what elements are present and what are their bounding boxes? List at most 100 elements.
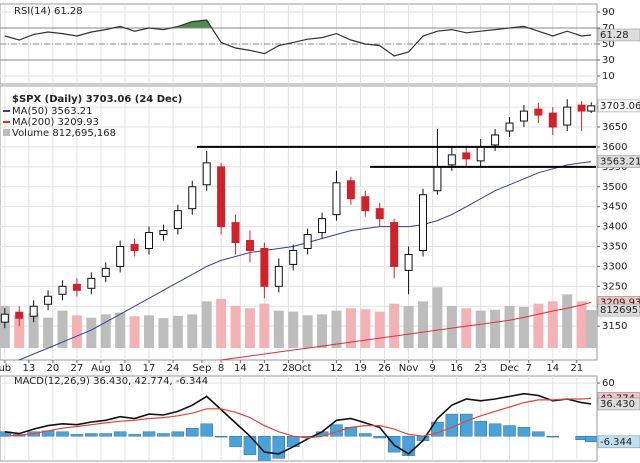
legend-swatch bbox=[3, 129, 10, 136]
candle-body bbox=[145, 232, 154, 249]
macd-histogram-bar bbox=[186, 427, 199, 437]
macd-histogram-bar bbox=[243, 435, 257, 456]
x-tick-label: 24 bbox=[167, 363, 180, 374]
y-tick-label: 30 bbox=[602, 55, 615, 66]
volume-bar bbox=[446, 306, 457, 348]
volume-bar bbox=[100, 314, 111, 348]
candle-body bbox=[29, 305, 38, 317]
candle-body bbox=[116, 245, 125, 267]
candle-body bbox=[260, 247, 269, 287]
x-tick-label: 12 bbox=[330, 363, 343, 374]
volume-bar bbox=[586, 310, 597, 348]
macd-histogram-bar bbox=[99, 433, 112, 437]
volume-bar bbox=[432, 287, 443, 348]
volume-bar bbox=[259, 303, 270, 348]
candle-body bbox=[289, 249, 298, 265]
macd-histogram-bar bbox=[402, 435, 415, 456]
candle-body bbox=[476, 146, 485, 162]
volume-bar bbox=[389, 303, 400, 348]
volume-bar bbox=[403, 306, 414, 348]
y-tick-label: 3600 bbox=[602, 142, 627, 153]
volume-bar bbox=[302, 315, 313, 348]
candle-body bbox=[173, 210, 182, 230]
candle-body bbox=[332, 182, 341, 216]
x-tick-label: 14 bbox=[546, 363, 559, 374]
volume-bar bbox=[115, 312, 126, 348]
x-tick-label: ub bbox=[0, 363, 11, 374]
volume-bar bbox=[129, 316, 140, 348]
volume-bar bbox=[504, 306, 515, 348]
x-tick-label: 7 bbox=[526, 363, 532, 374]
volume-bar bbox=[244, 308, 255, 348]
macd-histogram-bar bbox=[546, 435, 560, 438]
y-tick-label: 3300 bbox=[602, 261, 627, 272]
end-label: -6.344 bbox=[600, 437, 632, 448]
candle-body bbox=[231, 222, 240, 244]
macd-histogram-bar bbox=[70, 434, 84, 437]
volume-bar bbox=[28, 313, 39, 348]
x-tick-label: Dec bbox=[500, 363, 519, 374]
y-tick-label: 3650 bbox=[602, 122, 627, 133]
macd-histogram-bar bbox=[214, 435, 228, 438]
end-label-box bbox=[597, 435, 640, 449]
y-tick-label: 90 bbox=[602, 7, 615, 18]
volume-bar bbox=[158, 318, 169, 348]
end-label: 8126951 bbox=[600, 305, 640, 316]
x-tick-label: 20 bbox=[47, 363, 60, 374]
macd-histogram-bar bbox=[517, 427, 531, 437]
macd-line bbox=[4, 392, 592, 455]
end-label: 3563.21 bbox=[600, 157, 640, 168]
volume-bar bbox=[461, 308, 472, 348]
volume-bar bbox=[547, 301, 558, 348]
volume-bar bbox=[71, 315, 82, 348]
candle-body bbox=[318, 218, 327, 234]
macd-histogram-bar bbox=[56, 431, 69, 437]
y-tick-label: 3450 bbox=[602, 202, 627, 213]
candle-body bbox=[563, 106, 572, 126]
macd-line bbox=[4, 397, 592, 439]
macd-histogram-bar bbox=[157, 433, 170, 437]
volume-bar bbox=[533, 303, 544, 348]
volume-bar bbox=[576, 301, 587, 348]
candle-body bbox=[404, 253, 413, 271]
x-tick-label: Nov bbox=[399, 363, 419, 374]
candle-body bbox=[130, 244, 139, 251]
price-title: $SPX (Daily) 3703.06 (24 Dec) bbox=[12, 94, 182, 105]
rsi-line bbox=[4, 19, 592, 57]
macd-histogram-bar bbox=[503, 425, 516, 437]
candle-body bbox=[361, 196, 370, 212]
volume-bar bbox=[57, 310, 68, 348]
x-tick-label: 10 bbox=[119, 363, 132, 374]
macd-histogram-bar bbox=[460, 413, 473, 437]
moving-average bbox=[17, 161, 592, 360]
candle-body bbox=[462, 152, 471, 160]
x-tick-label: Sep bbox=[192, 363, 211, 374]
candle-body bbox=[548, 112, 557, 128]
macd-histogram-bar bbox=[532, 431, 545, 437]
y-tick-label: 3250 bbox=[602, 281, 627, 292]
candle-body bbox=[491, 134, 500, 146]
volume-bar bbox=[490, 309, 501, 348]
x-tick-label: Oct bbox=[294, 363, 311, 374]
x-tick-label: 21 bbox=[570, 363, 583, 374]
macd-histogram-bar bbox=[85, 433, 98, 437]
candle-body bbox=[245, 240, 254, 251]
candle-body bbox=[58, 285, 67, 295]
x-tick-label: 9 bbox=[429, 363, 435, 374]
y-tick-label: 3400 bbox=[602, 222, 627, 233]
candle-body bbox=[534, 108, 543, 116]
candle-body bbox=[72, 283, 81, 291]
candle-body bbox=[15, 311, 24, 319]
x-tick-label: 26 bbox=[378, 363, 391, 374]
macd-histogram-bar bbox=[474, 420, 487, 437]
end-label: 36.430 bbox=[600, 399, 635, 410]
macd-histogram-bar bbox=[142, 431, 156, 437]
volume-bar bbox=[187, 314, 198, 348]
candle-body bbox=[101, 267, 110, 277]
candle-body bbox=[418, 194, 427, 251]
x-tick-label: 14 bbox=[234, 363, 247, 374]
macd-histogram-bar bbox=[229, 435, 242, 448]
y-tick-label: 3150 bbox=[602, 321, 627, 332]
candle-body bbox=[303, 234, 312, 249]
volume-bar bbox=[216, 299, 227, 348]
